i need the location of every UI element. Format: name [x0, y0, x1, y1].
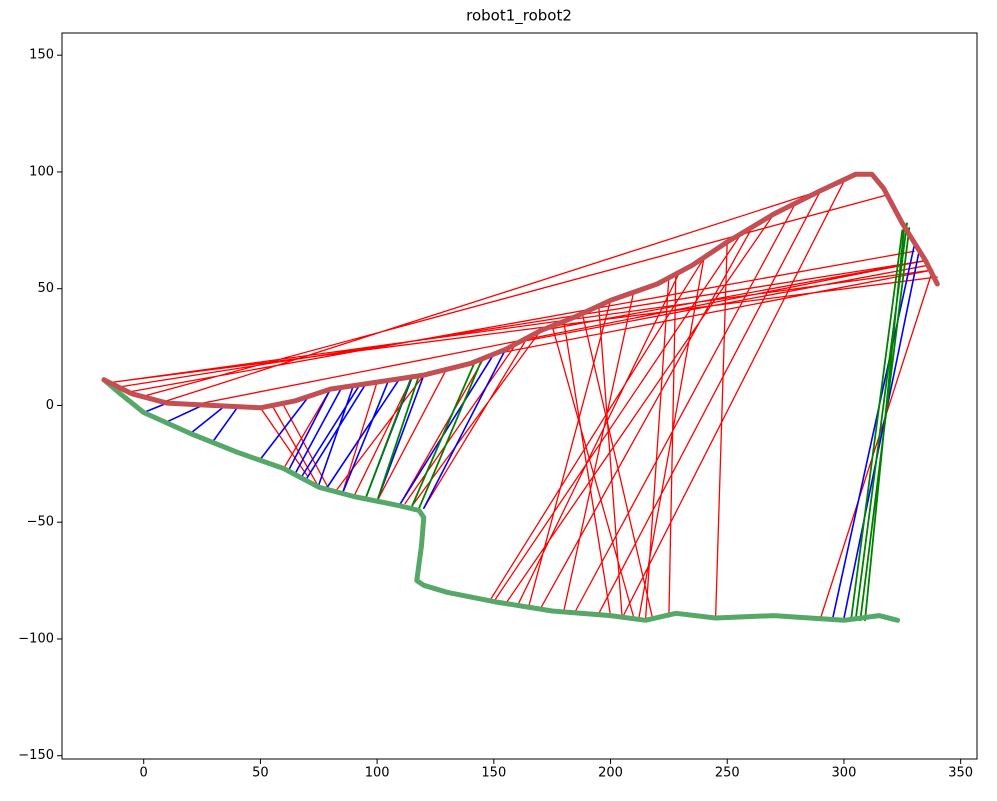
x-tick-label: 0 — [140, 766, 148, 781]
trajectory-line — [364, 222, 911, 622]
x-tick-label: 250 — [715, 766, 740, 781]
x-tick-label: 150 — [481, 766, 506, 781]
x-tick-label: 350 — [948, 766, 973, 781]
y-tick-label: −150 — [18, 748, 54, 763]
trajectory-line — [142, 245, 920, 622]
x-tick-label: 300 — [832, 766, 857, 781]
plot-area — [101, 171, 940, 623]
y-tick-label: 0 — [46, 398, 54, 413]
trajectory-line — [101, 377, 901, 623]
x-tick-label: 100 — [365, 766, 390, 781]
x-tick-label: 50 — [252, 766, 269, 781]
x-tick-label: 200 — [598, 766, 623, 781]
y-tick-label: −100 — [18, 631, 54, 646]
y-tick-label: 100 — [29, 164, 54, 179]
trajectory-line — [101, 171, 940, 411]
chart-title: robot1_robot2 — [466, 7, 572, 26]
y-tick-label: 50 — [37, 281, 54, 296]
trajectory-line — [112, 180, 938, 621]
axes-frame — [61, 32, 978, 760]
y-tick-label: 150 — [29, 48, 54, 63]
y-tick-label: −50 — [27, 515, 54, 530]
